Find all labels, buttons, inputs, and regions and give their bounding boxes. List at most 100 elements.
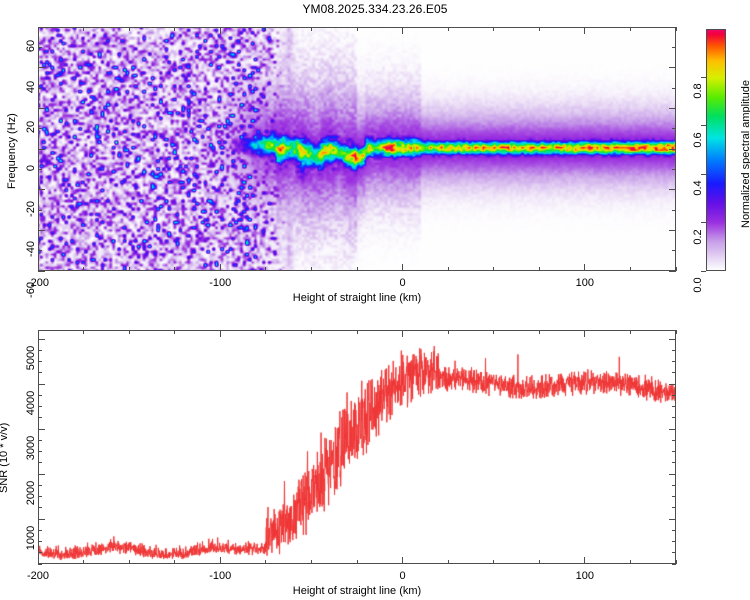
x-tick — [128, 330, 130, 334]
figure-title: YM08.2025.334.23.26.E05 — [302, 2, 448, 16]
x-tick — [675, 267, 677, 271]
x-tick — [584, 557, 586, 564]
y-tick — [38, 552, 42, 554]
y-tick — [672, 563, 676, 565]
y-tick — [672, 462, 676, 464]
y-tick-label: 1000 — [25, 525, 37, 551]
x-tick — [174, 27, 176, 31]
colorbar-frame — [706, 29, 726, 271]
x-tick — [174, 330, 176, 334]
x-tick — [37, 264, 39, 271]
x-tick — [629, 330, 631, 334]
x-tick — [265, 27, 267, 31]
x-tick-label: -200 — [26, 277, 50, 289]
x-tick — [265, 267, 267, 271]
x-tick — [538, 560, 540, 564]
x-tick-label: -100 — [209, 277, 232, 289]
spectrogram-x-axis-label: Height of straight line (km) — [292, 292, 422, 304]
x-tick — [402, 557, 404, 564]
y-tick — [672, 541, 676, 542]
colorbar-tick — [701, 125, 706, 127]
x-tick — [219, 27, 221, 34]
y-tick — [672, 168, 676, 170]
y-tick — [38, 529, 42, 531]
x-tick — [174, 560, 176, 564]
y-tick — [672, 209, 676, 211]
y-tick — [672, 46, 676, 48]
y-tick — [38, 26, 45, 28]
y-tick — [669, 473, 676, 475]
x-tick-label: -200 — [26, 570, 50, 582]
x-tick-label: 0 — [399, 277, 406, 289]
y-tick — [38, 107, 45, 109]
x-tick — [402, 330, 404, 337]
colorbar-tick — [701, 222, 706, 224]
y-tick-label: 2000 — [25, 480, 37, 506]
y-tick — [38, 541, 42, 542]
snr-x-axis-label: Height of straight line (km) — [292, 585, 422, 597]
y-tick — [669, 428, 676, 430]
y-tick — [672, 250, 676, 252]
x-tick — [584, 330, 586, 337]
y-tick — [672, 372, 676, 374]
x-tick — [37, 557, 39, 564]
y-tick — [669, 189, 676, 191]
y-tick — [38, 394, 42, 396]
x-tick — [219, 264, 221, 271]
y-tick — [38, 518, 45, 520]
x-tick — [310, 27, 312, 31]
x-tick — [265, 330, 267, 334]
y-tick — [669, 26, 676, 28]
y-tick — [669, 67, 676, 69]
y-tick — [38, 451, 42, 452]
x-tick — [310, 560, 312, 564]
x-tick-label: -100 — [209, 570, 232, 582]
y-tick — [38, 168, 42, 170]
x-tick — [447, 560, 449, 564]
x-tick — [584, 264, 586, 271]
y-tick — [38, 46, 42, 48]
y-tick — [38, 496, 42, 497]
x-tick — [493, 330, 495, 334]
x-tick-label: 0 — [399, 570, 406, 582]
x-tick — [219, 330, 221, 337]
y-tick — [669, 383, 676, 385]
y-tick — [669, 148, 676, 150]
x-tick — [128, 27, 130, 31]
x-tick — [493, 27, 495, 31]
y-tick-label: 4000 — [25, 390, 37, 416]
y-tick — [38, 383, 45, 385]
x-tick — [584, 27, 586, 34]
x-tick — [310, 330, 312, 334]
y-tick — [38, 229, 45, 231]
x-tick — [37, 27, 39, 34]
x-tick — [37, 330, 39, 337]
y-tick — [38, 250, 42, 252]
x-tick — [447, 330, 449, 334]
y-tick — [669, 107, 676, 109]
x-tick — [128, 560, 130, 564]
x-tick-label: 100 — [575, 570, 595, 582]
x-tick — [538, 330, 540, 334]
colorbar-gradient — [706, 29, 726, 271]
y-tick — [38, 484, 42, 486]
y-tick — [38, 209, 42, 211]
x-tick — [83, 267, 85, 271]
y-tick — [669, 338, 676, 340]
y-tick — [672, 484, 676, 486]
x-tick — [356, 560, 358, 564]
y-tick — [38, 270, 45, 272]
snr-trace-line — [38, 330, 676, 564]
x-tick — [493, 267, 495, 271]
x-tick — [356, 330, 358, 334]
x-tick-label: 100 — [575, 277, 595, 289]
x-tick — [675, 330, 677, 334]
colorbar-tick — [701, 270, 706, 272]
y-tick — [38, 338, 45, 340]
y-tick — [38, 361, 42, 362]
y-tick — [38, 87, 42, 89]
y-tick — [672, 128, 676, 130]
